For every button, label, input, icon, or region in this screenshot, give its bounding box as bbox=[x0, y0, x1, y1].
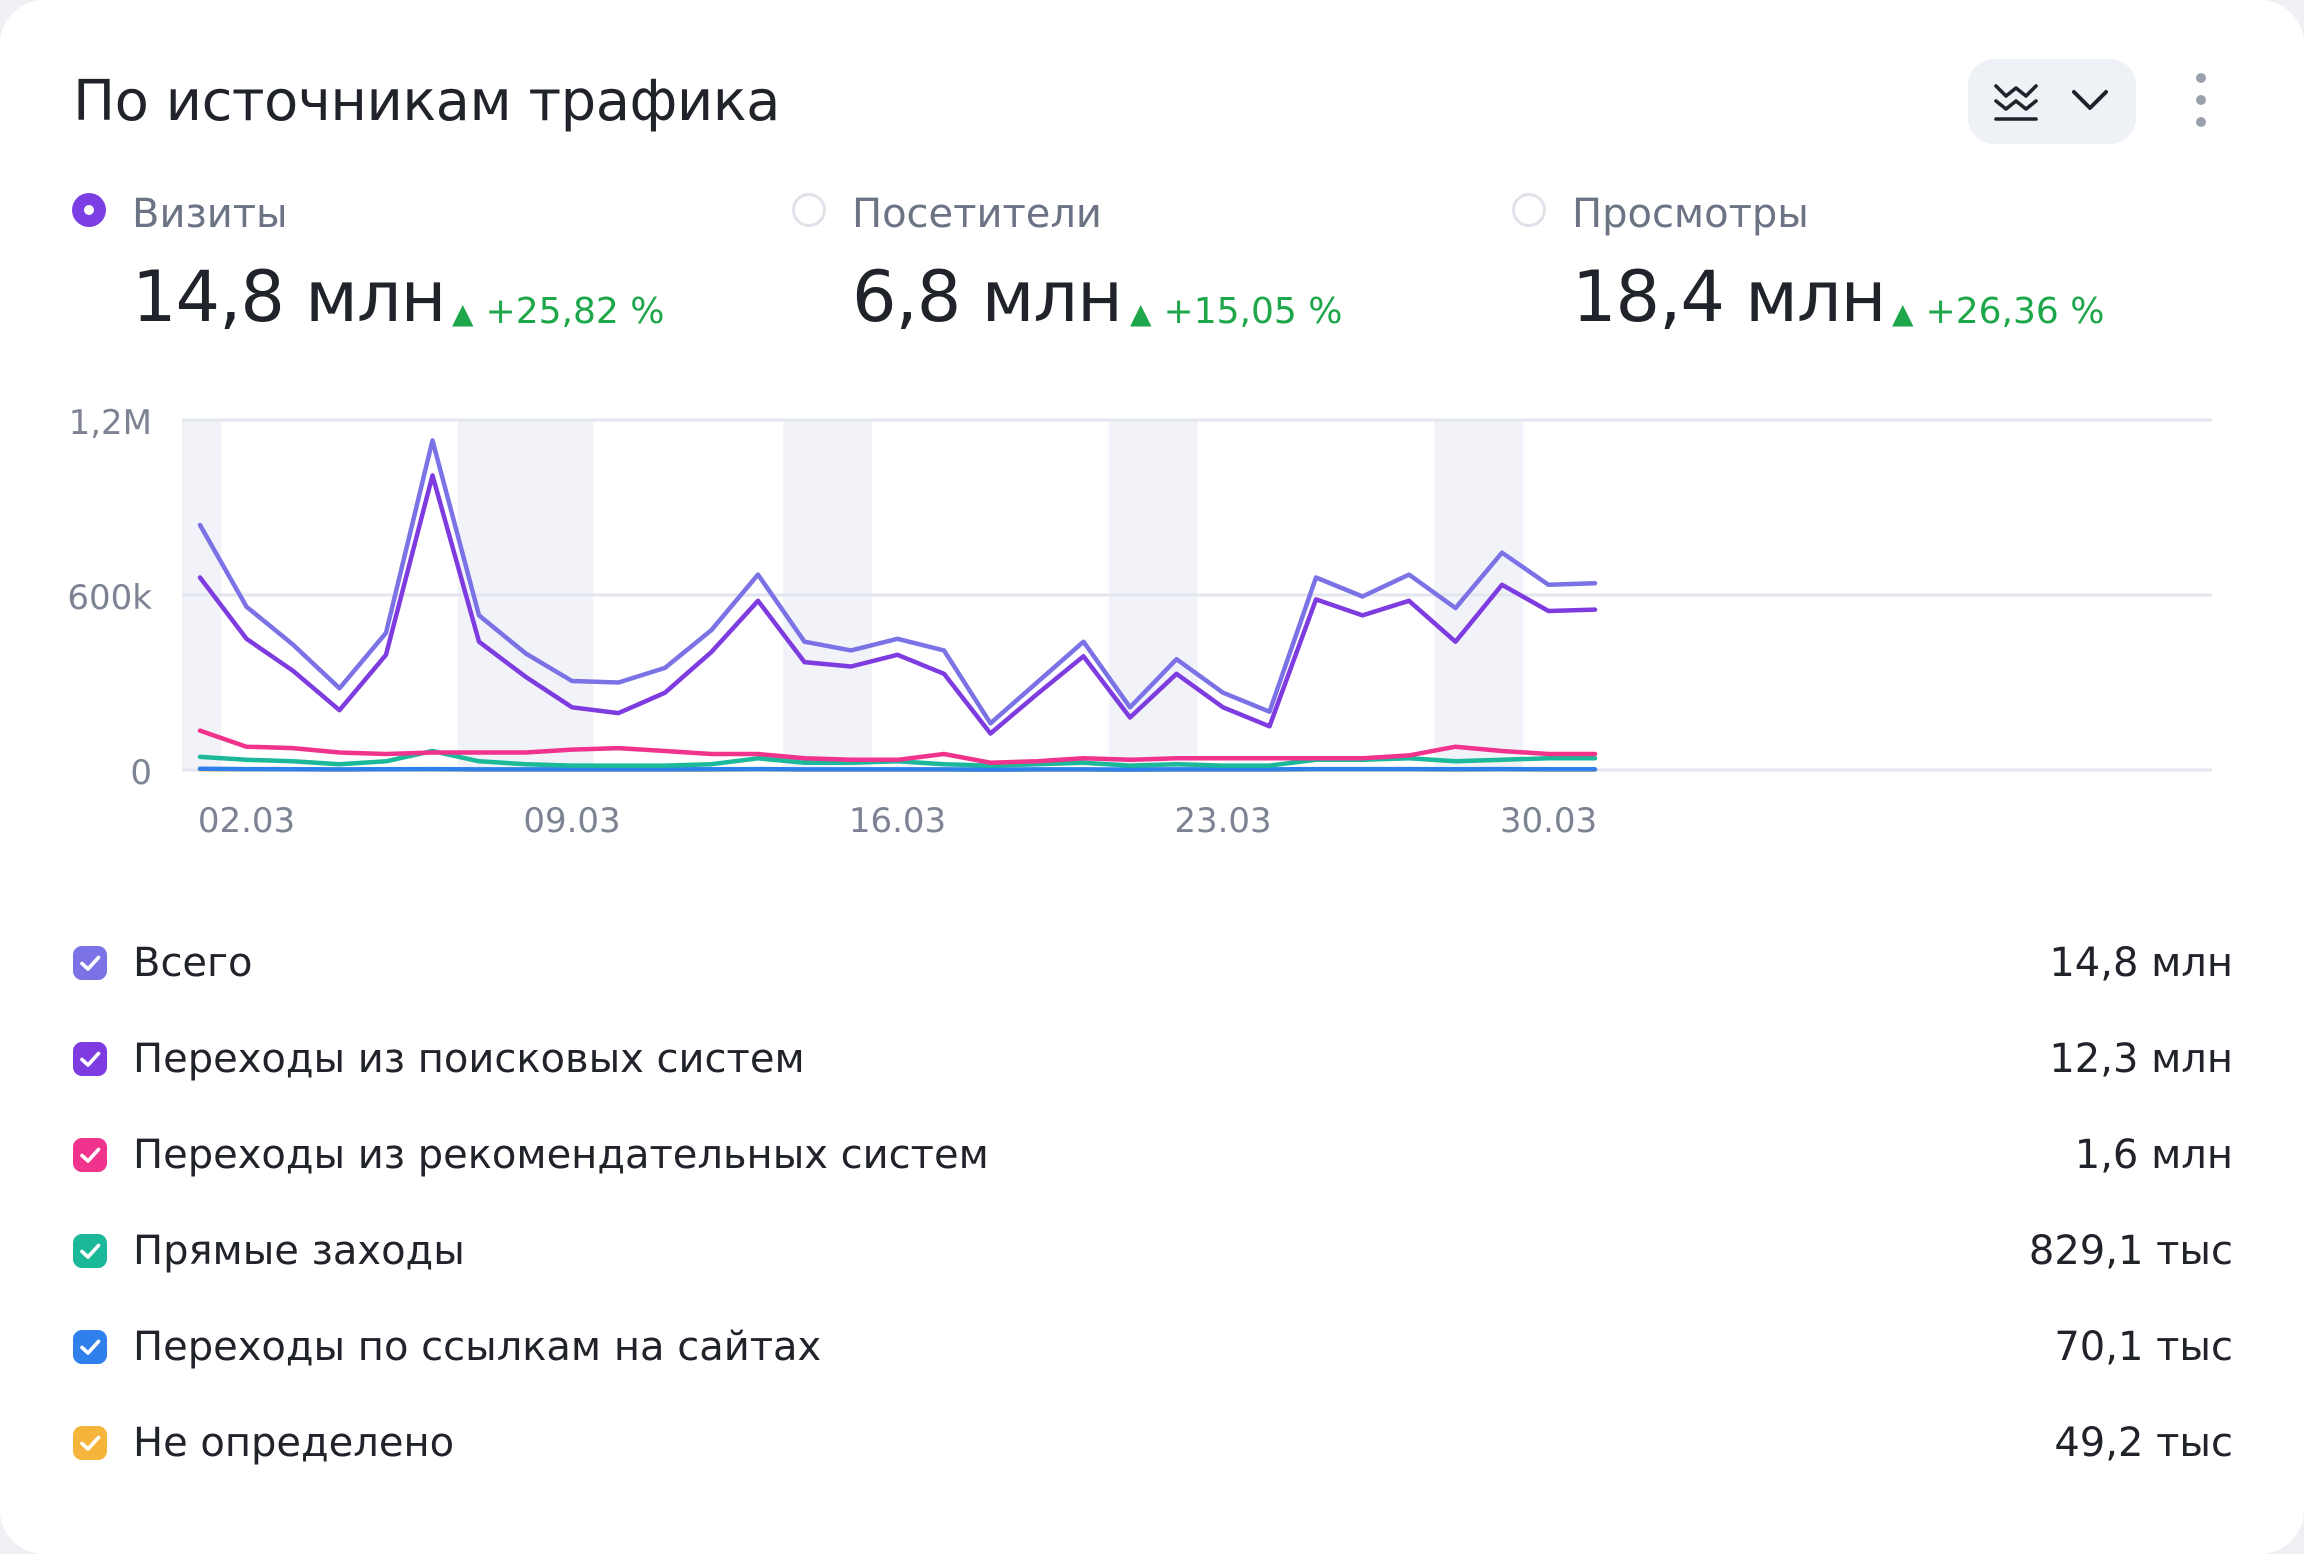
legend-checkbox[interactable] bbox=[73, 1330, 107, 1364]
legend-label: Прямые заходы bbox=[133, 1228, 465, 1274]
legend-label: Всего bbox=[133, 940, 253, 986]
legend-checkbox[interactable] bbox=[73, 1234, 107, 1268]
metric-delta: ▲ +26,36 % bbox=[1892, 291, 2105, 332]
x-tick-label: 30.03 bbox=[1500, 801, 1597, 841]
legend-total: 49,2 тыс bbox=[2054, 1420, 2233, 1466]
x-tick-label: 16.03 bbox=[849, 801, 946, 841]
stacked-lines-icon[interactable] bbox=[1992, 80, 2040, 128]
metric-radio[interactable] bbox=[792, 193, 826, 227]
legend-item[interactable]: Переходы из рекомендательных систем 1,6 м… bbox=[73, 1122, 2233, 1218]
metric-radio-selected[interactable] bbox=[72, 193, 106, 227]
checkmark-icon bbox=[80, 955, 101, 971]
checkmark-icon bbox=[80, 1435, 101, 1451]
legend-item[interactable]: Всего 14,8 млн bbox=[73, 930, 2233, 1026]
metric-delta: ▲ +25,82 % bbox=[452, 291, 665, 332]
legend-total: 14,8 млн bbox=[2049, 940, 2233, 986]
series-line bbox=[197, 728, 1598, 765]
legend-item[interactable]: Не определено 49,2 тыс bbox=[73, 1410, 2233, 1506]
checkmark-icon bbox=[80, 1051, 101, 1067]
traffic-line-chart: 0 600k 1,2M 02.03 09.03 16.03 23.03 30.03 bbox=[67, 403, 2212, 841]
series-line bbox=[197, 473, 1598, 736]
metric-label: Просмотры bbox=[1572, 191, 1809, 237]
x-tick-label: 02.03 bbox=[198, 801, 295, 841]
y-tick-label: 0 bbox=[130, 753, 152, 793]
legend-label: Переходы из рекомендательных систем bbox=[133, 1132, 989, 1178]
metric-label: Посетители bbox=[852, 191, 1102, 237]
y-tick-label: 600k bbox=[67, 578, 152, 618]
legend-total: 12,3 млн bbox=[2049, 1036, 2233, 1082]
metric-delta: ▲ +15,05 % bbox=[1130, 291, 1343, 332]
chart-mode-selector[interactable] bbox=[1968, 59, 2136, 144]
arrow-up-icon: ▲ bbox=[1130, 297, 1152, 330]
legend-total: 70,1 тыс bbox=[2054, 1324, 2233, 1370]
widget-title: По источникам трафика bbox=[73, 69, 780, 134]
metric-value: 6,8 млн bbox=[852, 256, 1123, 338]
legend-checkbox[interactable] bbox=[73, 1426, 107, 1460]
legend-label: Переходы из поисковых систем bbox=[133, 1036, 805, 1082]
metric-value: 18,4 млн bbox=[1572, 256, 1886, 338]
legend-item[interactable]: Переходы из поисковых систем 12,3 млн bbox=[73, 1026, 2233, 1122]
arrow-up-icon: ▲ bbox=[1892, 297, 1914, 330]
arrow-up-icon: ▲ bbox=[452, 297, 474, 330]
y-tick-label: 1,2M bbox=[69, 403, 152, 443]
legend-total: 1,6 млн bbox=[2074, 1132, 2233, 1178]
series-line bbox=[197, 766, 1598, 772]
checkmark-icon bbox=[80, 1147, 101, 1163]
x-tick-label: 23.03 bbox=[1174, 801, 1271, 841]
chevron-down-icon[interactable] bbox=[2068, 83, 2112, 123]
metric-value: 14,8 млн bbox=[132, 256, 446, 338]
x-tick-label: 09.03 bbox=[523, 801, 620, 841]
chart-legend: Всего 14,8 млн Переходы из поисковых систе… bbox=[73, 930, 2233, 1506]
legend-item[interactable]: Прямые заходы 829,1 тыс bbox=[73, 1218, 2233, 1314]
checkmark-icon bbox=[80, 1339, 101, 1355]
metric-label: Визиты bbox=[132, 191, 288, 237]
checkmark-icon bbox=[80, 1243, 101, 1259]
legend-item[interactable]: Переходы по ссылкам на сайтах 70,1 тыс bbox=[73, 1314, 2233, 1410]
series-line bbox=[197, 438, 1598, 726]
legend-checkbox[interactable] bbox=[73, 1138, 107, 1172]
more-vertical-icon[interactable] bbox=[2190, 72, 2212, 128]
legend-total: 829,1 тыс bbox=[2028, 1228, 2233, 1274]
legend-label: Не определено bbox=[133, 1420, 455, 1466]
metric-radio[interactable] bbox=[1512, 193, 1546, 227]
legend-checkbox[interactable] bbox=[73, 946, 107, 980]
legend-label: Переходы по ссылкам на сайтах bbox=[133, 1324, 822, 1370]
legend-checkbox[interactable] bbox=[73, 1042, 107, 1076]
